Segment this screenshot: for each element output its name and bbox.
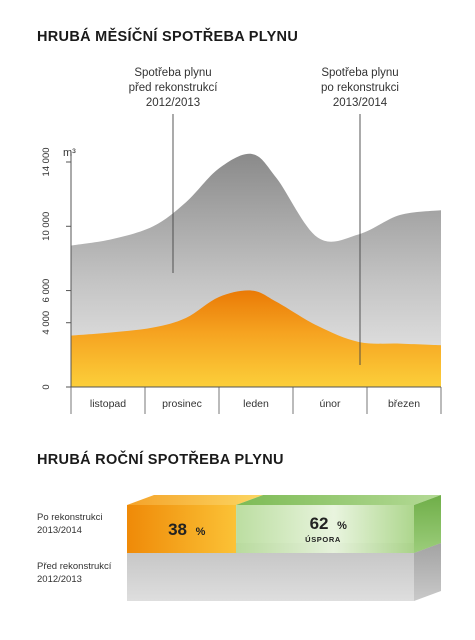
savings-caption: ÚSPORA bbox=[305, 535, 341, 544]
bar-before-side-face bbox=[414, 543, 441, 601]
y-tick-label: 14 000 bbox=[41, 147, 52, 176]
bar-row-label: 2013/2014 bbox=[37, 525, 82, 536]
bar-after-top-face bbox=[127, 495, 264, 505]
series-label-line: před rekonstrukcí bbox=[129, 82, 219, 94]
x-tick-label: listopad bbox=[90, 398, 126, 410]
series-label-line: 2013/2014 bbox=[333, 97, 388, 109]
bar-savings-top-face bbox=[236, 495, 441, 505]
monthly-chart-title: HRUBÁ MĚSÍČNÍ SPOTŘEBA PLYNU bbox=[37, 29, 299, 45]
bar-row-label: Po rekonstrukci bbox=[37, 512, 102, 523]
x-tick-label: prosinec bbox=[162, 398, 202, 410]
bar-before-renovation bbox=[127, 553, 414, 601]
bar-savings bbox=[236, 505, 414, 553]
x-tick-label: leden bbox=[243, 398, 269, 410]
y-tick-label: 10 000 bbox=[41, 212, 52, 241]
series-label-line: 2012/2013 bbox=[146, 97, 200, 109]
bar-after-renovation bbox=[127, 505, 237, 553]
series-label-line: po rekonstrukci bbox=[321, 82, 399, 94]
savings-percent-label: 62 bbox=[310, 514, 329, 533]
y-tick-label: 0 bbox=[41, 384, 52, 389]
x-tick-label: únor bbox=[319, 398, 341, 410]
bar-row-label: Před rekonstrukcí bbox=[37, 561, 112, 572]
bar-savings-side-face bbox=[414, 495, 441, 553]
percent-unit-label: % bbox=[196, 526, 206, 538]
x-tick-label: březen bbox=[388, 398, 420, 410]
series-label-line: Spotřeba plynu bbox=[321, 67, 398, 79]
consumption-percent-label: 38 bbox=[168, 520, 187, 539]
percent-unit-label: % bbox=[337, 520, 347, 532]
y-axis-unit-label: m³ bbox=[63, 147, 76, 159]
area-after-renovation bbox=[71, 290, 441, 387]
bar-row-label: 2012/2013 bbox=[37, 574, 82, 585]
y-tick-label: 4 000 bbox=[41, 311, 52, 335]
series-label-line: Spotřeba plynu bbox=[134, 67, 211, 79]
annual-chart-title: HRUBÁ ROČNÍ SPOTŘEBA PLYNU bbox=[37, 452, 284, 468]
y-tick-label: 6 000 bbox=[41, 279, 52, 303]
